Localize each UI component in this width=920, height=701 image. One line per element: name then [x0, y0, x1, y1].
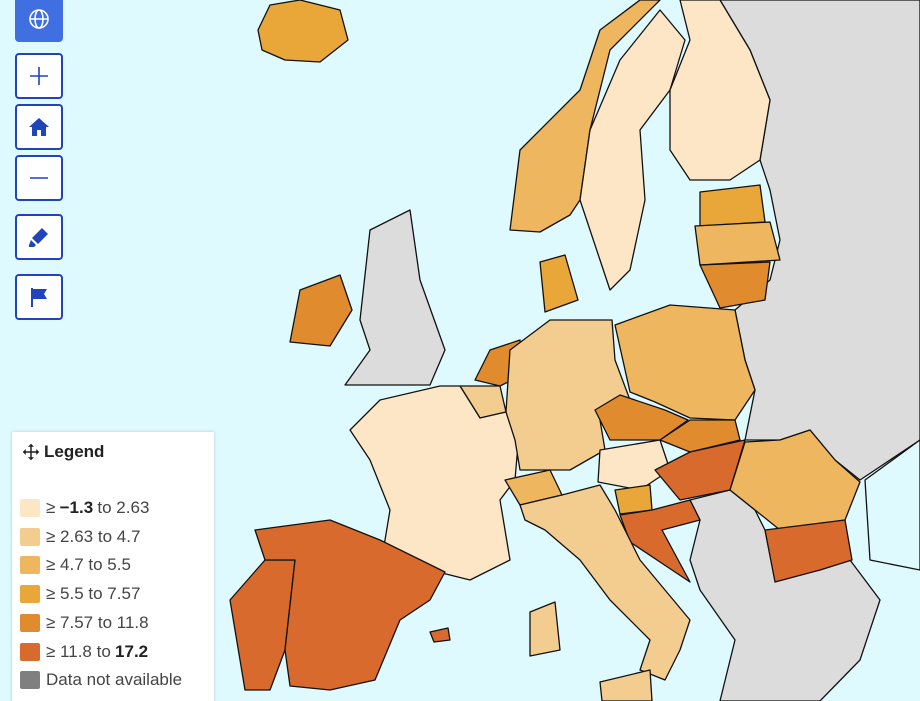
balearic — [429, 627, 451, 643]
legend-item: ≥ 7.57 to 11.8 — [20, 613, 149, 633]
latvia — [694, 221, 781, 266]
ireland — [289, 274, 353, 347]
spain — [254, 519, 446, 691]
legend-label: −1.3 — [59, 498, 94, 517]
home-button[interactable] — [15, 104, 63, 150]
sweden — [579, 9, 686, 291]
legend-swatch — [20, 527, 40, 546]
iceland — [257, 0, 349, 63]
legend-item: ≥ 5.5 to 7.57 — [20, 584, 140, 604]
legend-item: ≥ 2.63 to 4.7 — [20, 527, 140, 547]
france — [349, 385, 521, 581]
legend-title: Legend — [44, 442, 105, 461]
legend-item: Data not available — [20, 670, 182, 690]
legend-item: ≥ 4.7 to 5.5 — [20, 555, 131, 575]
legend-label: ≥ — [46, 498, 56, 517]
highlight-button[interactable] — [15, 214, 63, 260]
legend-swatch — [20, 613, 40, 632]
legend-label: ≥ 5.5 to 7.57 — [46, 584, 141, 604]
uk — [344, 209, 446, 386]
move-icon — [22, 443, 40, 461]
legend-item: ≥ −1.3 to 2.63 — [20, 498, 149, 518]
legend-swatch — [20, 585, 40, 604]
legend-item: ≥ 11.8 to 17.2 — [20, 642, 148, 662]
slovakia — [659, 419, 741, 453]
bulgaria — [764, 519, 853, 583]
legend-swatch — [20, 671, 40, 690]
legend-swatch — [20, 556, 40, 575]
denmark — [539, 254, 579, 313]
croatia — [619, 499, 701, 583]
legend-label: ≥ 2.63 to 4.7 — [46, 526, 141, 546]
romania — [729, 429, 861, 531]
sicily — [599, 669, 653, 701]
portugal — [229, 559, 296, 691]
legend-swatch — [20, 642, 40, 661]
legend-label: Data not available — [46, 670, 183, 690]
globe-button[interactable] — [15, 0, 63, 42]
finland — [669, 0, 771, 181]
flag-button[interactable] — [15, 274, 63, 320]
slovenia — [614, 484, 653, 515]
sardinia — [529, 601, 561, 657]
legend[interactable]: Legend ≥ −1.3 to 2.63 ≥ 2.63 to 4.7 ≥ 4.7 to… — [12, 432, 214, 701]
legend-label: to 2.63 — [97, 498, 150, 517]
legend-swatch — [20, 499, 40, 517]
legend-label: ≥ 11.8 to — [46, 641, 111, 661]
czechia — [594, 394, 689, 441]
lithuania — [699, 261, 771, 309]
norway — [509, 0, 661, 233]
italy — [519, 484, 691, 681]
zoom-out-button[interactable] — [15, 155, 63, 201]
poland — [614, 304, 756, 421]
estonia — [699, 184, 766, 227]
legend-header: Legend — [22, 442, 104, 462]
black-sea — [864, 439, 920, 571]
legend-label: ≥ 4.7 to 5.5 — [46, 555, 131, 575]
austria — [597, 439, 671, 491]
legend-label: 17.2 — [115, 641, 149, 661]
non-eu-balkans — [689, 489, 881, 701]
zoom-in-button[interactable] — [15, 53, 63, 99]
legend-label: ≥ 7.57 to 11.8 — [46, 612, 149, 632]
